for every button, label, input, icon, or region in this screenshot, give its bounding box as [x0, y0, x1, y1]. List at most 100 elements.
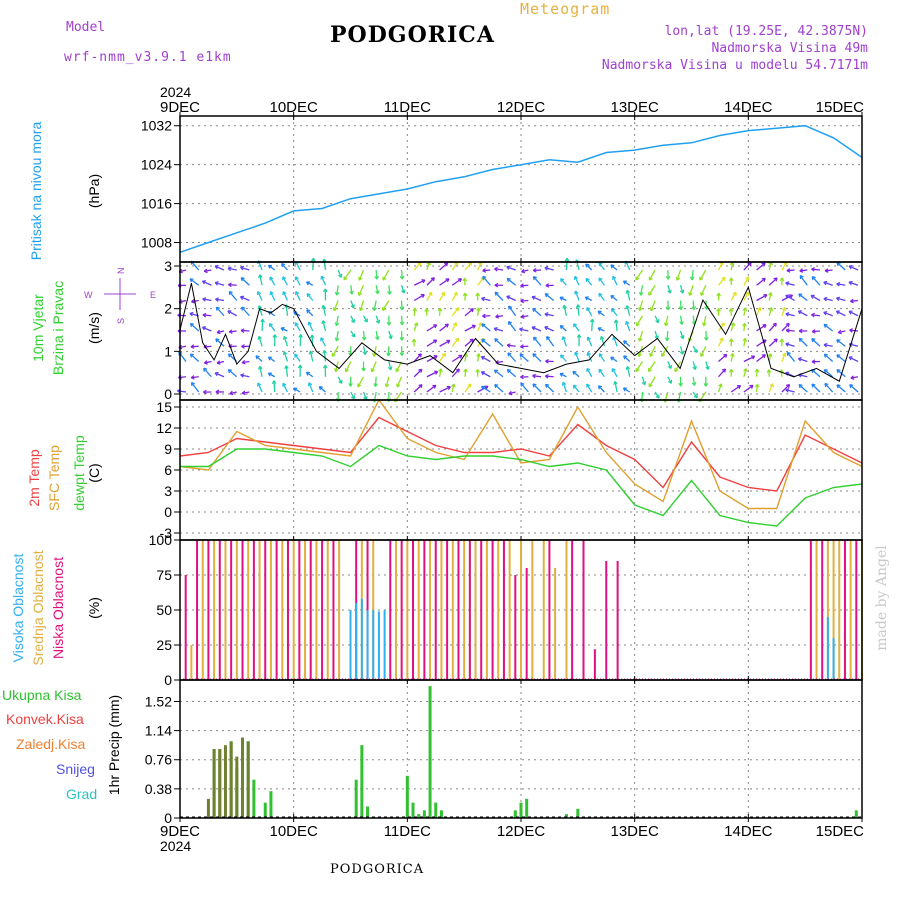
- wind-arrow: [638, 300, 644, 311]
- wind-arrow: [438, 368, 442, 377]
- wind-arrowhead: [190, 375, 195, 380]
- wind-arrowhead: [703, 336, 709, 341]
- wind-arrow: [703, 315, 707, 327]
- wind-arrow: [730, 322, 735, 332]
- wind-arrowhead: [480, 371, 485, 376]
- wind-arrowhead: [216, 360, 221, 365]
- wind-arrowhead: [680, 335, 685, 340]
- wind-arrowhead: [761, 277, 766, 282]
- wind-arrowhead: [481, 323, 486, 328]
- wind-arrowhead: [506, 265, 511, 270]
- wind-arrow: [481, 371, 491, 378]
- wind-arrowhead: [363, 318, 368, 323]
- wind-arrow: [718, 353, 728, 362]
- wind-arrow: [306, 281, 314, 286]
- wind-arrowhead: [399, 275, 405, 280]
- wind-arrow: [204, 360, 212, 364]
- wind-arrow: [591, 319, 594, 332]
- wind-arrow: [257, 291, 263, 301]
- wind-arrowhead: [622, 387, 627, 392]
- wind-arrowhead: [622, 280, 627, 285]
- wind-arrow: [531, 326, 542, 332]
- wind-arrow: [259, 366, 263, 377]
- wind-arrowhead: [761, 354, 766, 359]
- wind-arrow: [439, 291, 446, 301]
- wind-arrowhead: [476, 307, 481, 312]
- wind-arrow: [781, 307, 786, 316]
- wind-arrowhead: [836, 296, 841, 302]
- wind-arrow: [350, 315, 355, 323]
- wind-arrow: [464, 261, 473, 271]
- wind-arrow: [426, 339, 438, 347]
- wind-arrow: [285, 365, 289, 377]
- wind-arrow: [439, 353, 446, 362]
- wind-arrowhead: [241, 390, 246, 396]
- wind-arrow: [848, 310, 859, 317]
- wind-arrow: [343, 269, 352, 281]
- wind-arrow: [438, 308, 441, 316]
- wind-arrowhead: [799, 268, 804, 273]
- wind-arrowhead: [720, 322, 725, 327]
- wind-arrow: [320, 337, 327, 347]
- wind-arrowhead: [745, 276, 750, 281]
- wind-arrowhead: [334, 322, 340, 327]
- wind-arrow: [520, 284, 529, 287]
- wind-arrow: [718, 368, 726, 378]
- wind-arrowhead: [703, 382, 709, 387]
- model-name: wrf-nmm_v3.9.1 e1km: [64, 50, 232, 65]
- wind-arrowhead: [437, 307, 443, 312]
- wind-arrow: [598, 262, 605, 271]
- wind-arrow: [345, 361, 352, 372]
- wind-arrowhead: [417, 353, 422, 358]
- wind-arrowhead: [267, 264, 273, 269]
- wind-arrow: [626, 305, 631, 316]
- wind-arrow: [464, 383, 472, 393]
- wind-arrow: [258, 305, 263, 316]
- wind-arrowhead: [811, 338, 816, 343]
- wind-arrowhead: [399, 336, 405, 341]
- wind-arrowhead: [625, 305, 630, 310]
- wind-arrow: [574, 290, 580, 301]
- wind-arrowhead: [375, 319, 381, 324]
- wind-arrow: [849, 384, 859, 393]
- wind-arrow: [730, 353, 734, 362]
- wind-arrowhead: [700, 291, 705, 296]
- day-label-top: 14DEC: [724, 99, 773, 116]
- wind-arrowhead: [446, 385, 451, 391]
- wind-arrow: [335, 330, 339, 342]
- wind-arrow: [667, 361, 672, 369]
- wind-arrow: [520, 382, 529, 393]
- day-label-bottom: 11DEC: [384, 823, 431, 840]
- wind-arrow: [638, 330, 644, 342]
- wind-arrow: [849, 329, 859, 332]
- y-tick-label: -3: [160, 525, 173, 541]
- y-tick-label: 100: [149, 532, 173, 548]
- wind-arrow: [781, 384, 790, 393]
- wind-arrow: [781, 261, 788, 271]
- wind-arrow: [648, 284, 656, 296]
- wind-arrow: [544, 326, 554, 332]
- wind-arrow: [679, 285, 684, 294]
- wind-arrow: [494, 291, 504, 301]
- panel-frame: [179, 679, 863, 819]
- wind-arrow: [337, 269, 342, 278]
- wind-arrow: [700, 284, 707, 296]
- wind-arrow: [439, 262, 449, 271]
- wind-arrow: [215, 298, 225, 302]
- precip-total-bar: [411, 802, 415, 818]
- wind-arrow: [481, 385, 491, 393]
- wind-arrow: [611, 308, 618, 317]
- year-top: 2024: [160, 84, 192, 100]
- wind-arrow: [612, 336, 618, 347]
- wind-arrowhead: [532, 353, 537, 358]
- y-tick-label: 1.52: [145, 693, 172, 709]
- wind-arrowhead: [343, 276, 348, 281]
- wind-arrowhead: [811, 312, 815, 318]
- wind-arrowhead: [372, 352, 377, 357]
- wind-arrowhead: [823, 369, 828, 374]
- wind-arrowhead: [191, 299, 195, 304]
- wind-arrow: [623, 280, 631, 286]
- wind-arrowhead: [545, 383, 550, 388]
- wind-arrowhead: [214, 281, 219, 286]
- wind-arrowhead: [691, 306, 697, 310]
